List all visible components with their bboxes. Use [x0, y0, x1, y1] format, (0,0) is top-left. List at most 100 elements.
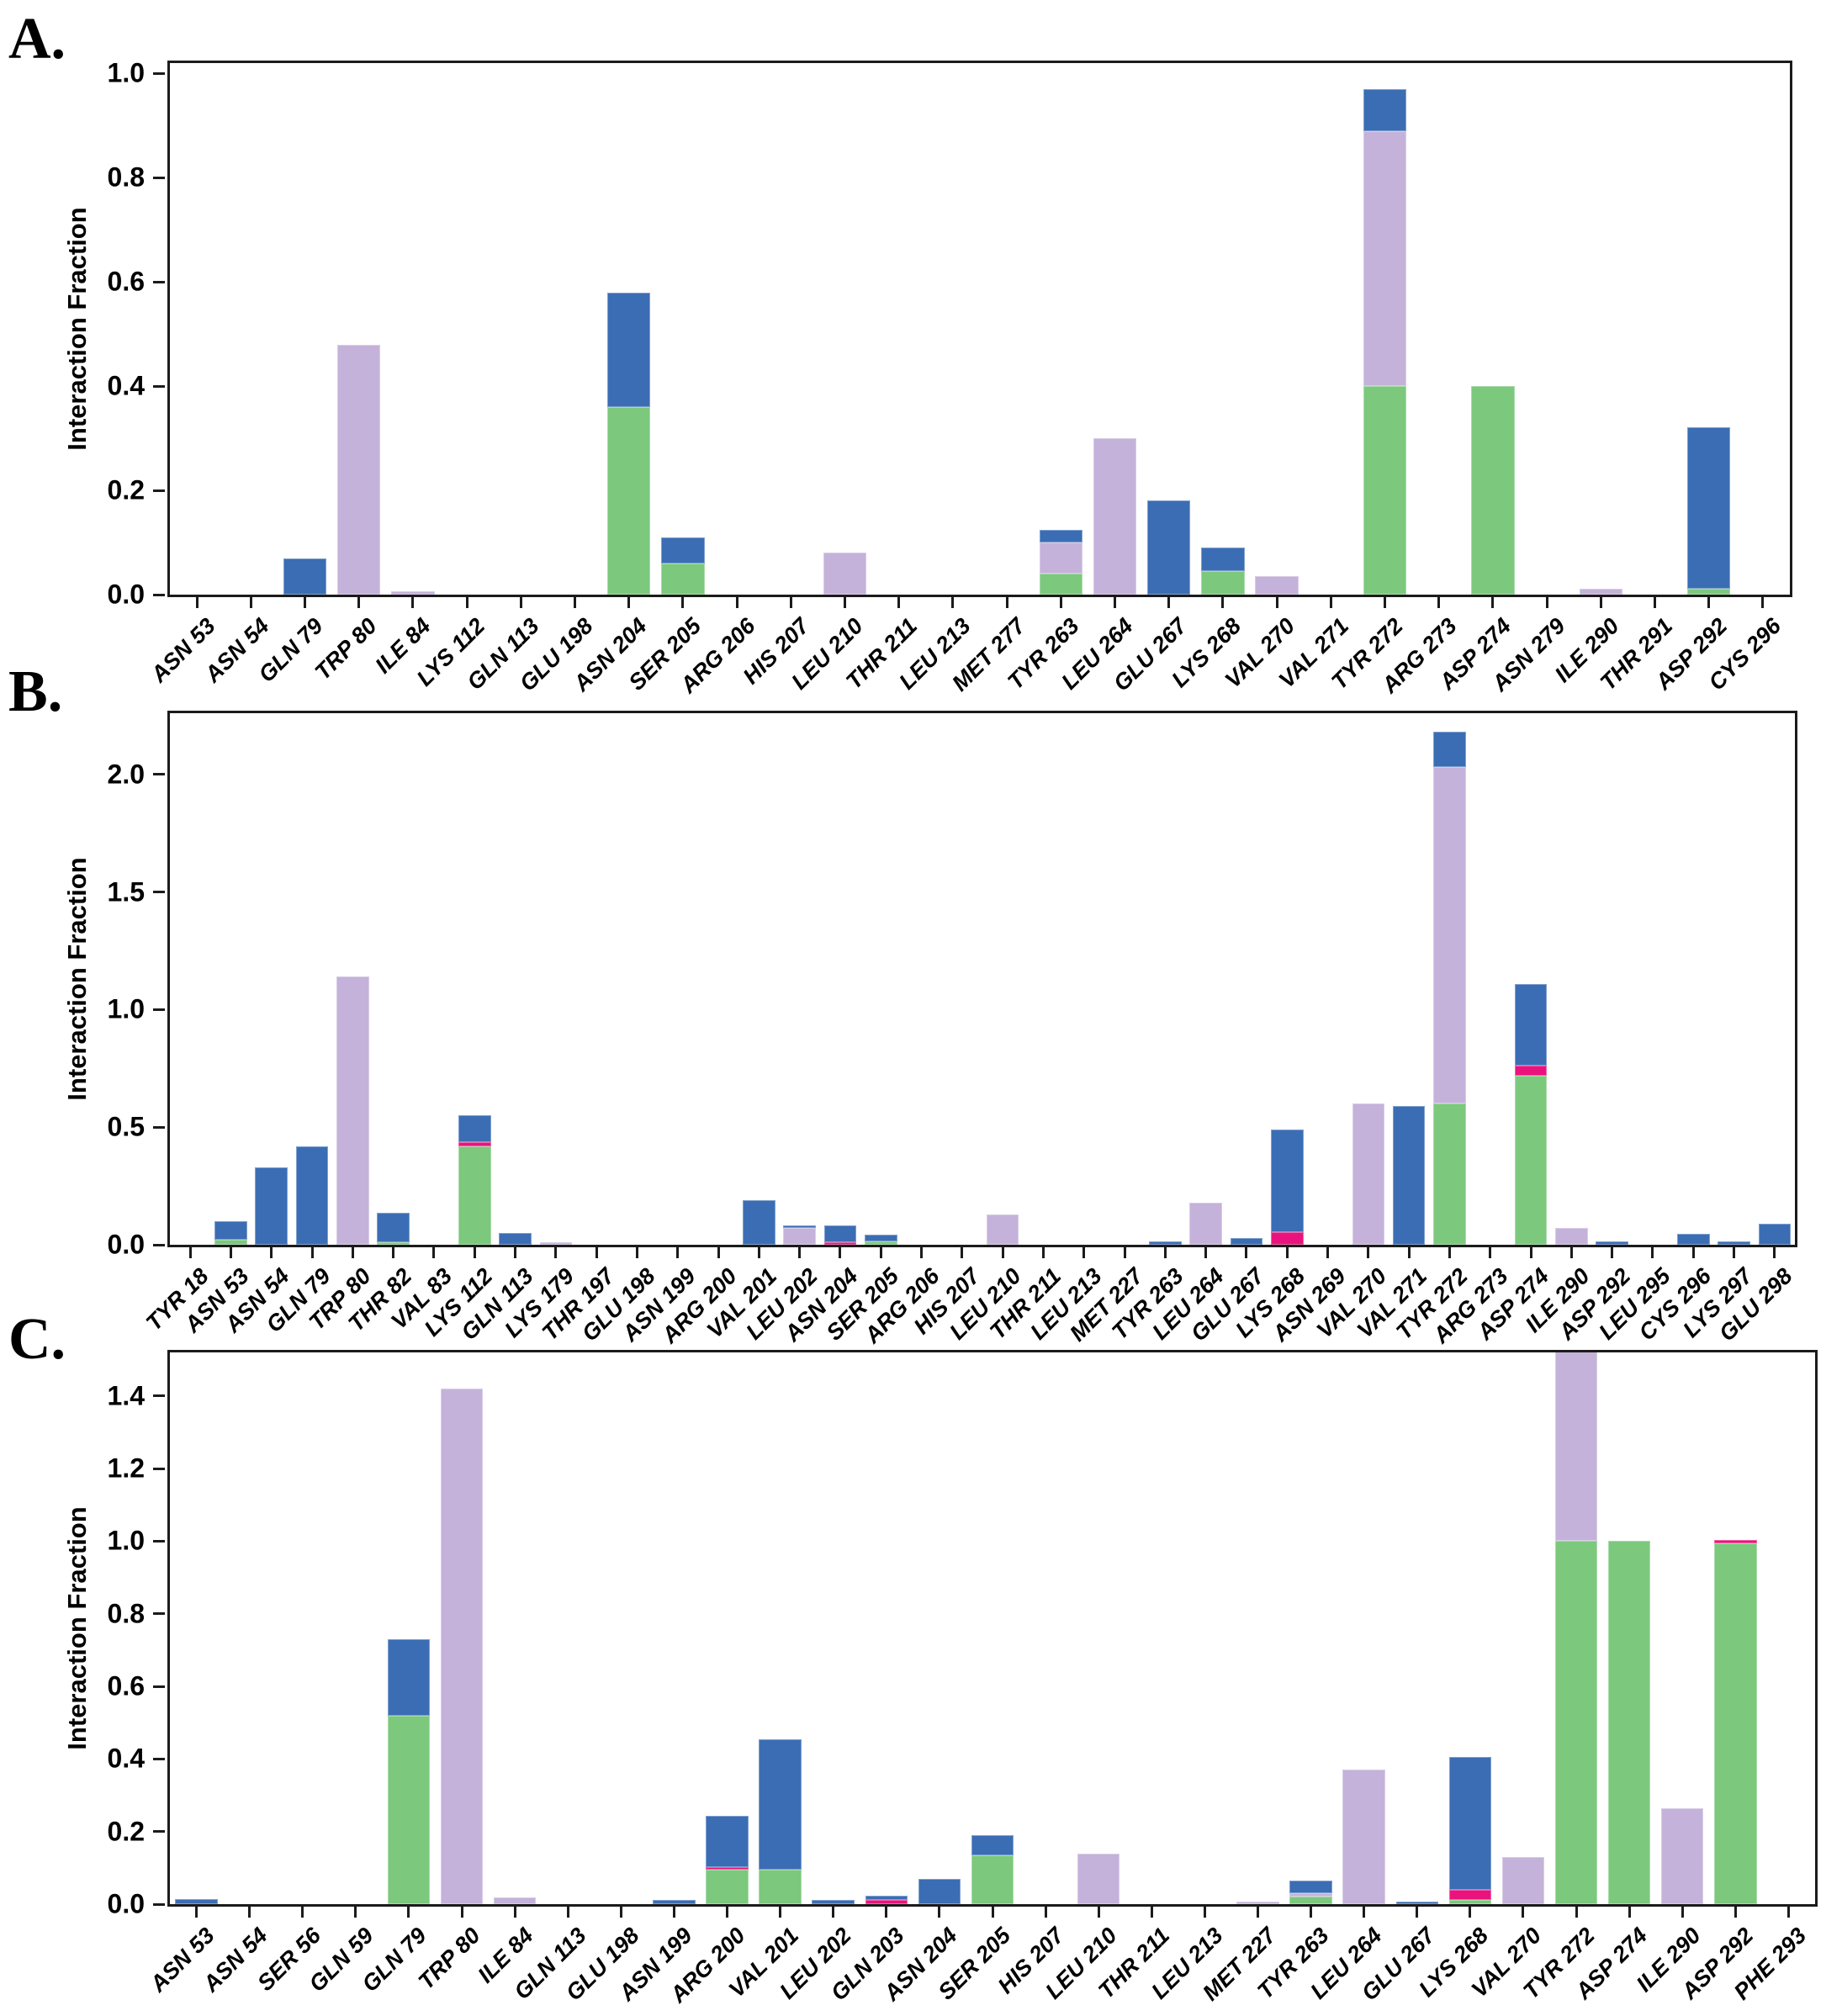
bar-segment-blue — [283, 558, 327, 595]
y-tick-label: 0.8 — [107, 161, 145, 193]
y-tick-mark — [153, 773, 165, 776]
bar-segment-green — [1363, 386, 1407, 595]
bar-segment-green — [1039, 574, 1082, 595]
y-tick-mark — [153, 1243, 165, 1246]
x-tick-mark — [717, 1247, 720, 1258]
x-tick-mark — [1204, 1247, 1208, 1258]
bar-segment-lavender — [1289, 1893, 1332, 1897]
x-tick-mark — [248, 1907, 251, 1918]
y-tick-label: 2.0 — [107, 759, 145, 790]
bar-segment-blue — [1392, 1106, 1426, 1245]
x-tick-mark — [1163, 1247, 1167, 1258]
x-tick-mark — [519, 597, 522, 608]
bar-segment-blue — [1201, 548, 1245, 572]
chart-b-plot-area — [167, 711, 1797, 1247]
bar-segment-green — [1201, 571, 1245, 595]
y-tick-mark — [153, 1612, 165, 1616]
bar-segment-blue — [661, 537, 705, 564]
x-tick-mark — [1367, 1247, 1370, 1258]
y-tick-mark — [153, 280, 165, 283]
bar-segment-green — [214, 1240, 247, 1245]
bar-segment-pink — [865, 1899, 908, 1904]
x-tick-mark — [513, 1907, 516, 1918]
x-tick-mark — [672, 1907, 675, 1918]
x-tick-mark — [1761, 597, 1765, 608]
x-tick-mark — [432, 1247, 436, 1258]
x-tick-mark — [619, 1907, 622, 1918]
panel-label-c: C. — [8, 1307, 66, 1372]
x-tick-mark — [1681, 1907, 1684, 1918]
bar-segment-blue — [783, 1225, 816, 1229]
bar-segment-blue — [653, 1899, 696, 1904]
bar-segment-lavender — [1342, 1770, 1385, 1904]
chart-c-plot-area — [167, 1350, 1818, 1907]
x-tick-mark — [465, 597, 468, 608]
bar-segment-blue — [1676, 1234, 1710, 1245]
bar-segment-blue — [295, 1146, 329, 1245]
bar-segment-lavender — [783, 1228, 816, 1245]
bar-segment-lavender — [539, 1241, 573, 1245]
y-tick-label: 0.0 — [107, 579, 145, 610]
x-tick-mark — [1005, 597, 1008, 608]
bar-segment-lavender — [1093, 438, 1137, 595]
y-tick-mark — [153, 1125, 165, 1129]
bar-segment-blue — [458, 1115, 491, 1143]
bar-segment-green — [661, 563, 705, 595]
x-tick-mark — [1611, 1247, 1614, 1258]
x-tick-mark — [1529, 1247, 1532, 1258]
y-tick-mark — [153, 1685, 165, 1688]
bar-segment-pink — [706, 1866, 749, 1870]
x-tick-mark — [1285, 1247, 1289, 1258]
bar-segment-pink — [823, 1241, 857, 1245]
x-tick-mark — [885, 1907, 888, 1918]
bar-segment-blue — [1289, 1880, 1332, 1894]
bar-segment-lavender — [1255, 576, 1299, 595]
bar-segment-lavender — [391, 591, 435, 595]
x-tick-mark — [844, 597, 846, 608]
y-tick-label: 0.2 — [107, 474, 145, 505]
x-tick-mark — [789, 597, 792, 608]
x-tick-mark — [1150, 1907, 1153, 1918]
bar-segment-green — [607, 406, 651, 595]
bar-segment-green — [1471, 386, 1515, 595]
x-tick-mark — [1786, 1907, 1790, 1918]
x-tick-mark — [735, 597, 738, 608]
bar-segment-blue — [214, 1221, 247, 1241]
x-tick-mark — [1469, 1907, 1472, 1918]
bar-segment-green — [1448, 1899, 1492, 1904]
x-tick-mark — [195, 597, 198, 608]
bar-segment-blue — [1687, 426, 1731, 589]
y-tick-label: 0.4 — [107, 1743, 145, 1774]
bar-segment-blue — [706, 1816, 749, 1867]
x-tick-mark — [1329, 597, 1332, 608]
y-tick-mark — [153, 489, 165, 492]
bar-segment-blue — [377, 1213, 410, 1243]
x-tick-mark — [1491, 597, 1495, 608]
bar-segment-blue — [1039, 529, 1082, 543]
bar-segment-lavender — [440, 1389, 484, 1904]
y-tick-label: 1.0 — [107, 993, 145, 1024]
bar-segment-blue — [743, 1199, 775, 1245]
chart-a-plot-area — [167, 61, 1792, 597]
x-tick-mark — [798, 1247, 802, 1258]
x-tick-mark — [757, 1247, 760, 1258]
bar-segment-blue — [1363, 89, 1407, 131]
y-tick-label: 1.2 — [107, 1452, 145, 1484]
bar-segment-lavender — [1555, 1228, 1588, 1245]
bar-segment-green — [971, 1855, 1014, 1904]
bar-segment-lavender — [1077, 1853, 1120, 1904]
x-tick-mark — [1448, 1247, 1451, 1258]
y-tick-mark — [153, 1394, 165, 1398]
y-tick-label: 1.0 — [107, 57, 145, 88]
x-tick-mark — [566, 1907, 569, 1918]
x-tick-mark — [1628, 1907, 1631, 1918]
y-tick-mark — [153, 1902, 165, 1906]
y-tick-label: 0.6 — [107, 266, 145, 297]
bar-segment-lavender — [337, 344, 381, 595]
x-tick-mark — [473, 1247, 476, 1258]
bar-segment-blue — [759, 1738, 802, 1870]
bar-segment-lavender — [823, 553, 867, 595]
x-tick-mark — [354, 1907, 357, 1918]
x-tick-mark — [1707, 597, 1711, 608]
x-tick-mark — [1221, 597, 1225, 608]
